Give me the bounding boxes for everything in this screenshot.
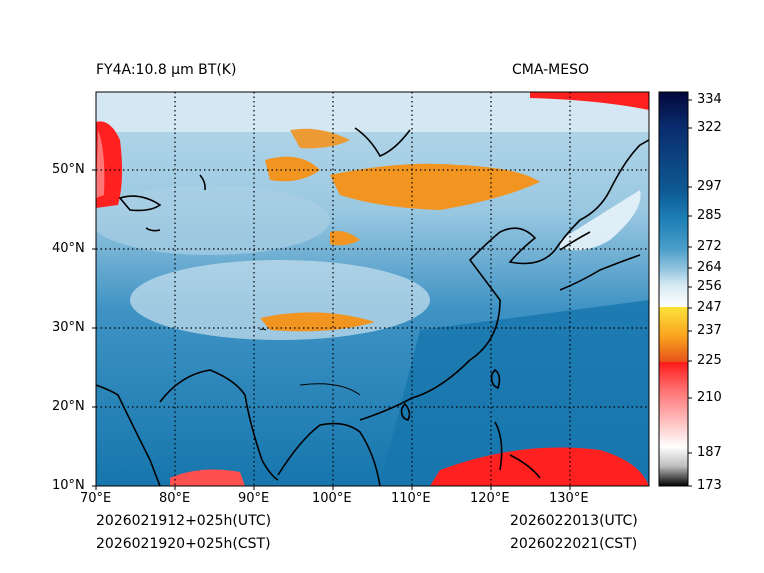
lat-label-10: 10°N: [52, 478, 85, 493]
colorbar-label: 264: [697, 260, 722, 275]
cold-cloud-siberia: [290, 128, 350, 149]
valid-time-utc: 2026022013(UTC): [510, 513, 638, 529]
lon-label-70: 70°E: [80, 491, 112, 506]
cold-cloud-tibet: [260, 312, 375, 332]
colorbar-label: 334: [697, 92, 722, 107]
colorbar-ticks: [688, 99, 692, 487]
lon-label-110: 110°E: [391, 491, 431, 506]
cold-cloud-far-north: [530, 92, 649, 110]
colorbar-label: 237: [697, 323, 722, 338]
init-time-cst: 2026021920+025h(CST): [96, 536, 271, 552]
lon-label-130: 130°E: [549, 491, 589, 506]
cloud-japan: [560, 190, 641, 251]
rivers-lakes: [259, 328, 361, 396]
brightness-temperature-field: [96, 92, 649, 486]
lon-label-120: 120°E: [470, 491, 510, 506]
colorbar-label: 256: [697, 279, 722, 294]
map-frame: [95, 91, 650, 487]
model-name: CMA-MESO: [512, 62, 590, 78]
ocean-region: [380, 300, 649, 486]
coastlines: [96, 127, 649, 486]
colorbar: [658, 91, 689, 487]
colorbar-label: 322: [697, 120, 722, 135]
cold-cloud-north: [265, 156, 320, 182]
lat-label-50: 50°N: [52, 162, 85, 177]
colorbar-label: 173: [697, 478, 722, 493]
colorbar-label: 297: [697, 179, 722, 194]
lon-label-90: 90°E: [238, 491, 270, 506]
cold-cloud-indian-ocean: [170, 469, 245, 486]
colorbar-label: 247: [697, 300, 722, 315]
axis-ticks: [92, 169, 571, 490]
cold-cloud-west-core: [96, 130, 105, 198]
lon-label-80: 80°E: [159, 491, 191, 506]
colorbar-label: 210: [697, 390, 722, 405]
cold-cloud-small: [330, 231, 360, 246]
lon-label-100: 100°E: [312, 491, 352, 506]
cold-cloud-south: [430, 447, 649, 486]
colorbar-label: 225: [697, 353, 722, 368]
cold-cloud-mongolia: [330, 163, 540, 210]
colorbar-label: 187: [697, 445, 722, 460]
lat-label-40: 40°N: [52, 241, 85, 256]
valid-time-cst: 2026022021(CST): [510, 536, 638, 552]
lat-label-30: 30°N: [52, 320, 85, 335]
colorbar-label: 285: [697, 208, 722, 223]
colorbar-label: 272: [697, 239, 722, 254]
product-title: FY4A:10.8 µm BT(K): [96, 62, 237, 78]
lat-label-20: 20°N: [52, 399, 85, 414]
init-time-utc: 2026021912+025h(UTC): [96, 513, 272, 529]
central-asia-cloud: [96, 185, 330, 255]
